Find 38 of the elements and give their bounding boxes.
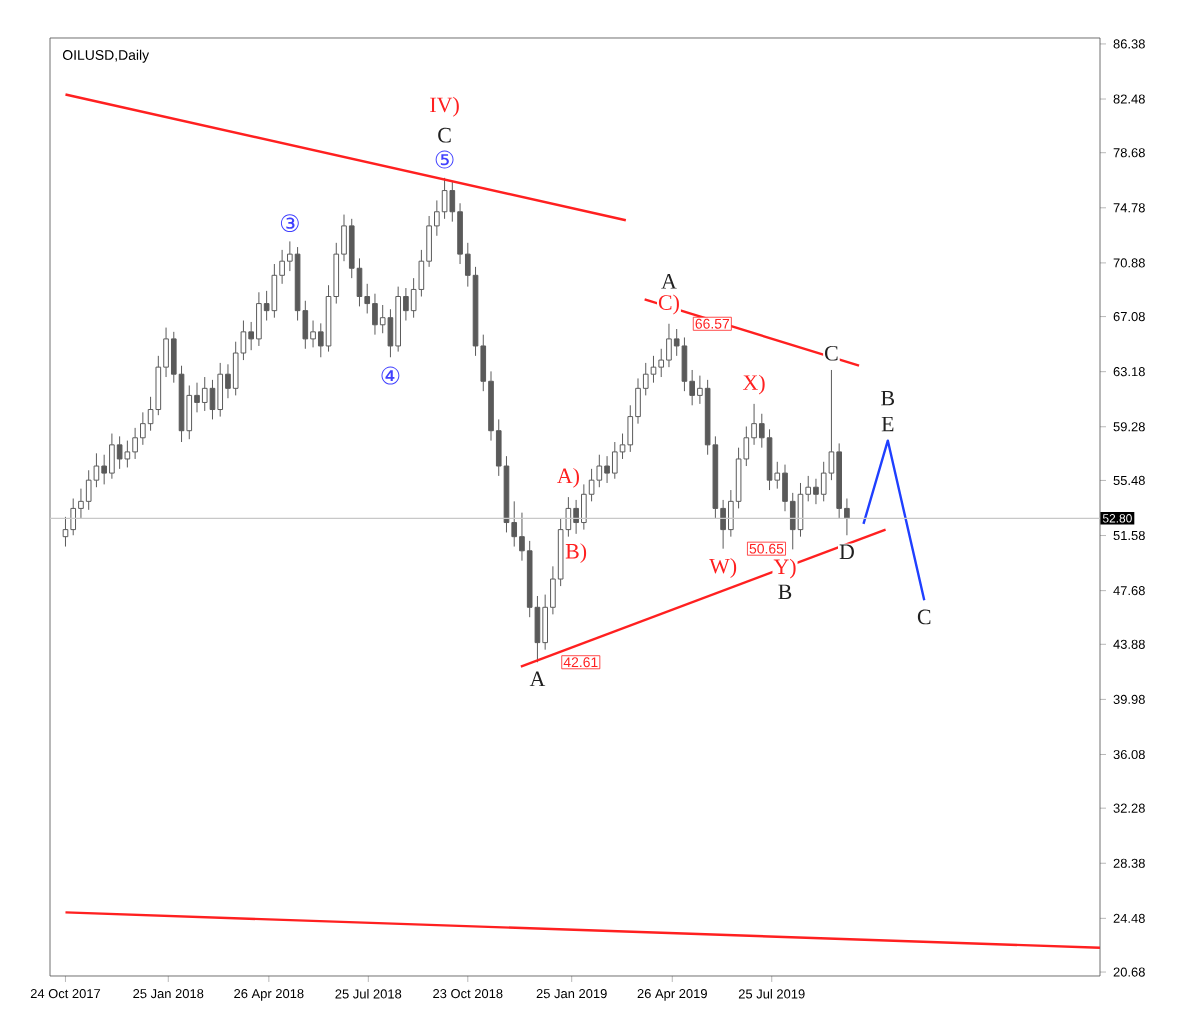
candlestick <box>666 323 672 368</box>
candlestick <box>132 427 138 460</box>
candlestick <box>836 442 842 519</box>
annotation: IV) <box>430 96 459 117</box>
candlestick <box>813 478 819 505</box>
annotation: E <box>881 416 894 432</box>
annotation: B <box>778 584 792 600</box>
candlestick <box>140 411 146 446</box>
annotation: A <box>529 671 546 687</box>
candlestick <box>85 469 92 511</box>
annotation: Y) <box>773 558 796 579</box>
annotation: ⑤ <box>435 150 454 169</box>
candlestick <box>271 263 278 319</box>
candlestick <box>581 483 587 531</box>
candlestick <box>217 362 224 418</box>
annotation: D <box>839 544 854 559</box>
annotation: W) <box>709 558 737 578</box>
annotation: B <box>881 390 895 406</box>
annotation: A) <box>557 467 579 488</box>
annotation: C <box>825 345 838 361</box>
candlestick <box>604 455 610 484</box>
candlestick <box>109 433 115 480</box>
candlestick <box>201 376 208 412</box>
candlestick <box>573 499 579 535</box>
annotation: ④ <box>381 366 400 385</box>
candlestick <box>650 355 657 384</box>
candlestick <box>256 291 262 347</box>
candlestick <box>681 336 688 392</box>
annotation: ③ <box>280 214 299 233</box>
annotation: A <box>661 274 677 289</box>
candlestick <box>766 428 773 491</box>
annotation: X) <box>742 374 765 395</box>
annotation: B) <box>565 543 587 564</box>
candlestick <box>372 293 378 336</box>
annotation: C) <box>658 294 679 315</box>
annotation: C <box>917 609 931 625</box>
candlestick <box>116 435 123 470</box>
annotation: C <box>438 127 451 143</box>
